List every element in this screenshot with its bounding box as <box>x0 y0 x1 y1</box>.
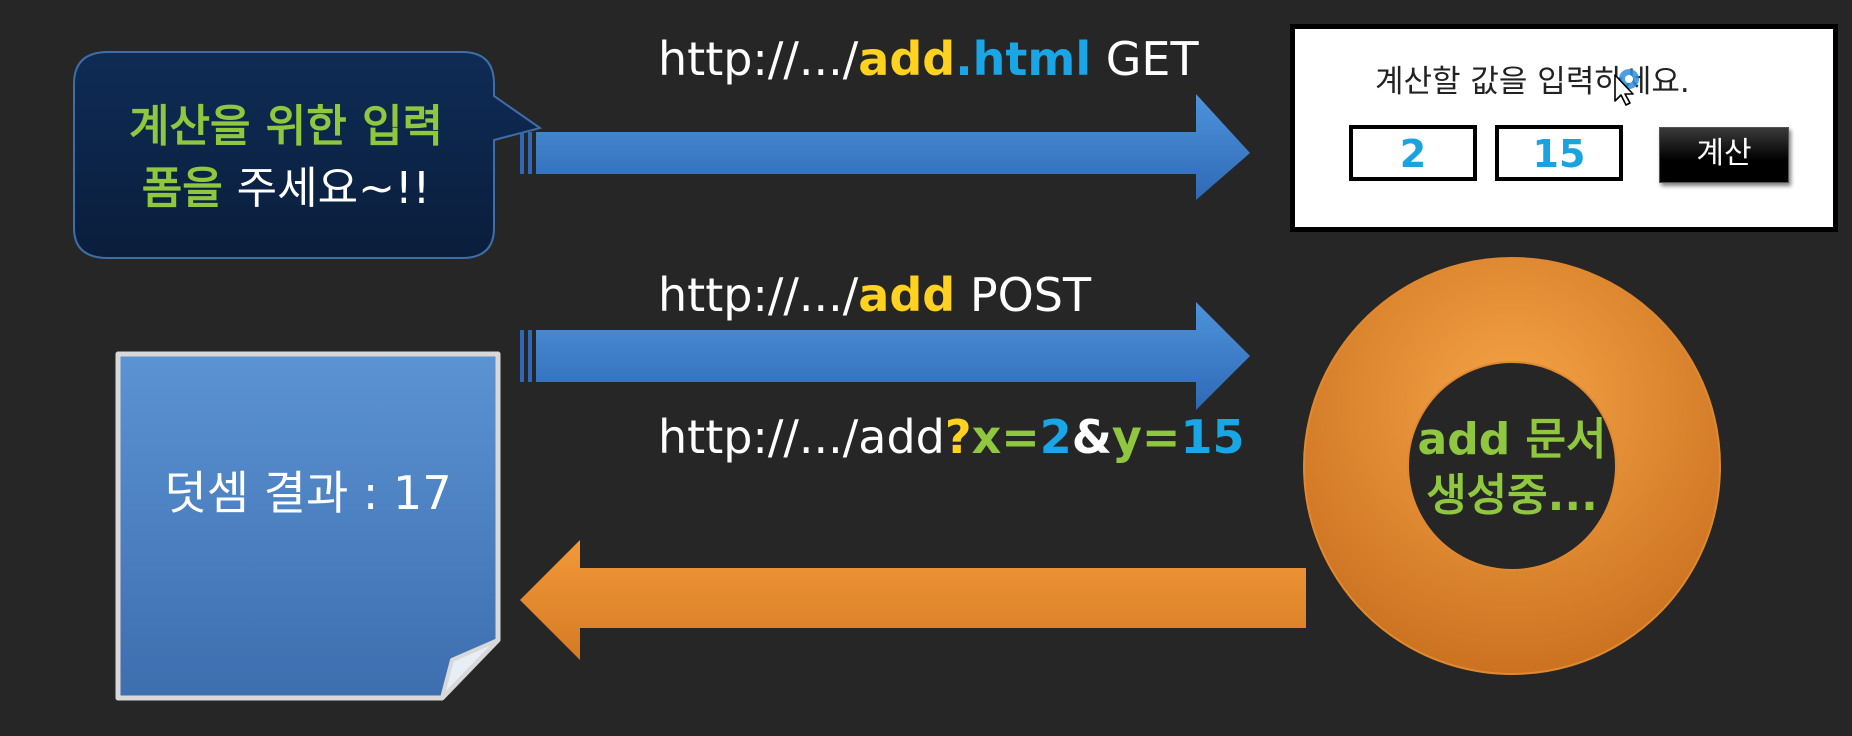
server-processing-ring <box>1303 257 1721 675</box>
mouse-cursor-icon <box>1614 69 1639 106</box>
result-note <box>115 351 501 701</box>
get-url-ext: .html <box>955 32 1092 86</box>
query-ampersand: & <box>1071 410 1112 464</box>
query-x-value: 2 <box>1039 410 1072 464</box>
request-speech-bubble <box>73 51 543 259</box>
query-y-value: 15 <box>1180 410 1245 464</box>
server-line-2: 생성중... <box>1426 470 1598 521</box>
result-text: 덧셈 결과 : 17 <box>164 466 452 520</box>
query-question-mark: ? <box>944 410 972 464</box>
post-url-prefix: http://.../ <box>658 268 859 322</box>
bubble-line-2-rest: 주세요~!! <box>222 163 431 214</box>
x-value-field[interactable]: 2 <box>1349 125 1477 181</box>
get-request-url: http://.../add.html GET <box>658 36 1199 82</box>
query-y-key: y= <box>1111 410 1181 464</box>
result-note-fold <box>440 638 500 700</box>
get-url-prefix: http://.../ <box>658 32 859 86</box>
post-url-name: add <box>858 268 956 322</box>
server-line-1: add 문서 <box>1417 414 1607 465</box>
get-request-arrow <box>520 94 1250 200</box>
query-x-key: x= <box>971 410 1040 464</box>
post-url-method: POST <box>955 268 1092 322</box>
bubble-line-2-highlight: 폼을 <box>141 163 223 214</box>
calc-submit-button[interactable]: 계산 <box>1659 127 1789 183</box>
y-value-field[interactable]: 15 <box>1495 125 1623 181</box>
post-request-arrow <box>520 302 1250 410</box>
query-url-prefix: http://.../add <box>658 410 945 464</box>
get-url-method: GET <box>1091 32 1199 86</box>
request-bubble-text: 계산을 위한 입력 폼을 주세요~!! <box>76 96 496 220</box>
query-string-url: http://.../add?x=2&y=15 <box>658 414 1244 460</box>
post-request-url: http://.../add POST <box>658 272 1091 318</box>
response-arrow <box>520 540 1306 660</box>
bubble-line-1: 계산을 위한 입력 <box>129 101 443 152</box>
get-url-name: add <box>858 32 956 86</box>
calc-form-panel: 계산할 값을 입력하세요. 2 15 계산 <box>1290 24 1838 232</box>
server-status-text: add 문서 생성중... <box>1392 412 1632 524</box>
